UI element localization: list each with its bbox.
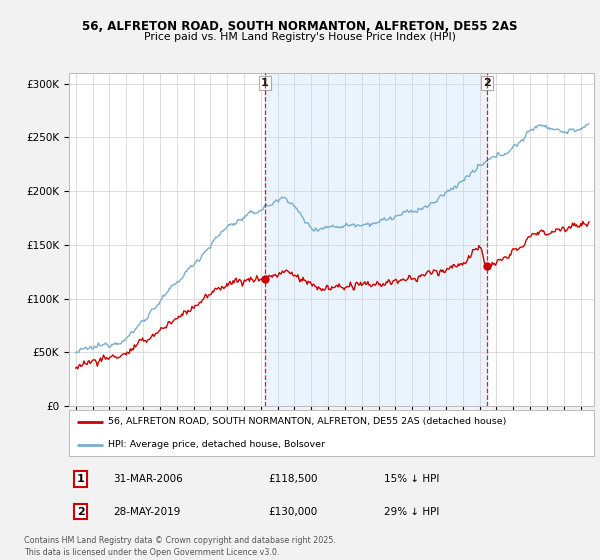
Text: £118,500: £118,500: [269, 474, 318, 484]
Text: £130,000: £130,000: [269, 507, 318, 517]
Text: 28-MAY-2019: 28-MAY-2019: [113, 507, 181, 517]
Text: Price paid vs. HM Land Registry's House Price Index (HPI): Price paid vs. HM Land Registry's House …: [144, 32, 456, 43]
Text: HPI: Average price, detached house, Bolsover: HPI: Average price, detached house, Bols…: [109, 440, 325, 450]
Text: 2: 2: [77, 507, 85, 517]
Text: Contains HM Land Registry data © Crown copyright and database right 2025.
This d: Contains HM Land Registry data © Crown c…: [24, 536, 336, 557]
Bar: [265, 73, 487, 406]
Text: 2: 2: [483, 78, 491, 88]
Text: 29% ↓ HPI: 29% ↓ HPI: [384, 507, 439, 517]
Text: 31-MAR-2006: 31-MAR-2006: [113, 474, 184, 484]
Text: 1: 1: [261, 78, 269, 88]
Text: 15% ↓ HPI: 15% ↓ HPI: [384, 474, 439, 484]
Text: 56, ALFRETON ROAD, SOUTH NORMANTON, ALFRETON, DE55 2AS: 56, ALFRETON ROAD, SOUTH NORMANTON, ALFR…: [82, 20, 518, 32]
Text: 1: 1: [77, 474, 85, 484]
Text: 56, ALFRETON ROAD, SOUTH NORMANTON, ALFRETON, DE55 2AS (detached house): 56, ALFRETON ROAD, SOUTH NORMANTON, ALFR…: [109, 417, 507, 427]
